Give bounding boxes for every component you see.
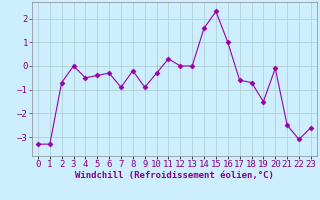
X-axis label: Windchill (Refroidissement éolien,°C): Windchill (Refroidissement éolien,°C) xyxy=(75,171,274,180)
